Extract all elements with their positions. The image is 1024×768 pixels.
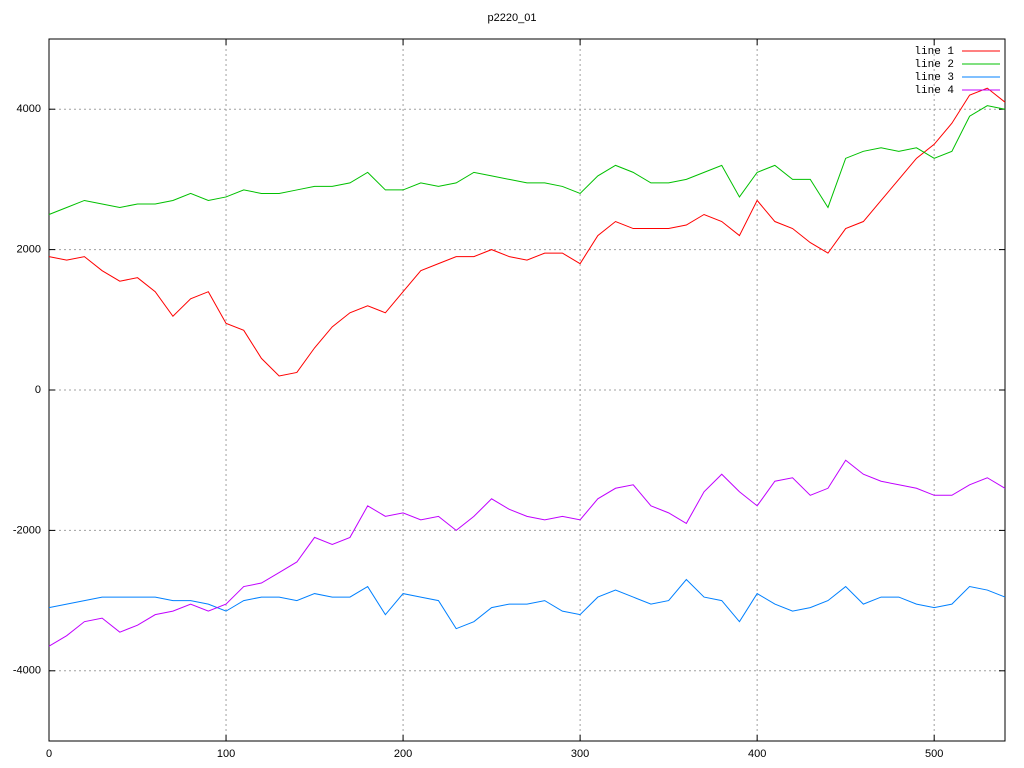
x-tick-label: 400 bbox=[748, 748, 766, 760]
x-tick-label: 300 bbox=[571, 748, 589, 760]
legend-label: line 3 bbox=[914, 72, 954, 84]
y-tick-label: 2000 bbox=[17, 244, 41, 256]
legend-label: line 4 bbox=[914, 85, 954, 97]
x-tick-label: 100 bbox=[217, 748, 235, 760]
y-tick-label: -2000 bbox=[13, 524, 41, 536]
x-tick-label: 0 bbox=[46, 748, 52, 760]
x-tick-label: 200 bbox=[394, 748, 412, 760]
legend-label: line 2 bbox=[914, 59, 954, 71]
series-line bbox=[48, 105, 1006, 215]
legend-label: line 1 bbox=[914, 46, 954, 58]
y-tick-label: 0 bbox=[35, 384, 41, 396]
chart-title: p2220_01 bbox=[488, 12, 537, 24]
plot-frame bbox=[48, 38, 1006, 742]
y-tick-label: -4000 bbox=[13, 665, 41, 677]
y-tick-label: 4000 bbox=[17, 103, 41, 115]
series-line bbox=[48, 578, 1006, 630]
x-tick-label: 500 bbox=[925, 748, 943, 760]
series-line bbox=[48, 459, 1006, 647]
series-line bbox=[48, 87, 1006, 377]
